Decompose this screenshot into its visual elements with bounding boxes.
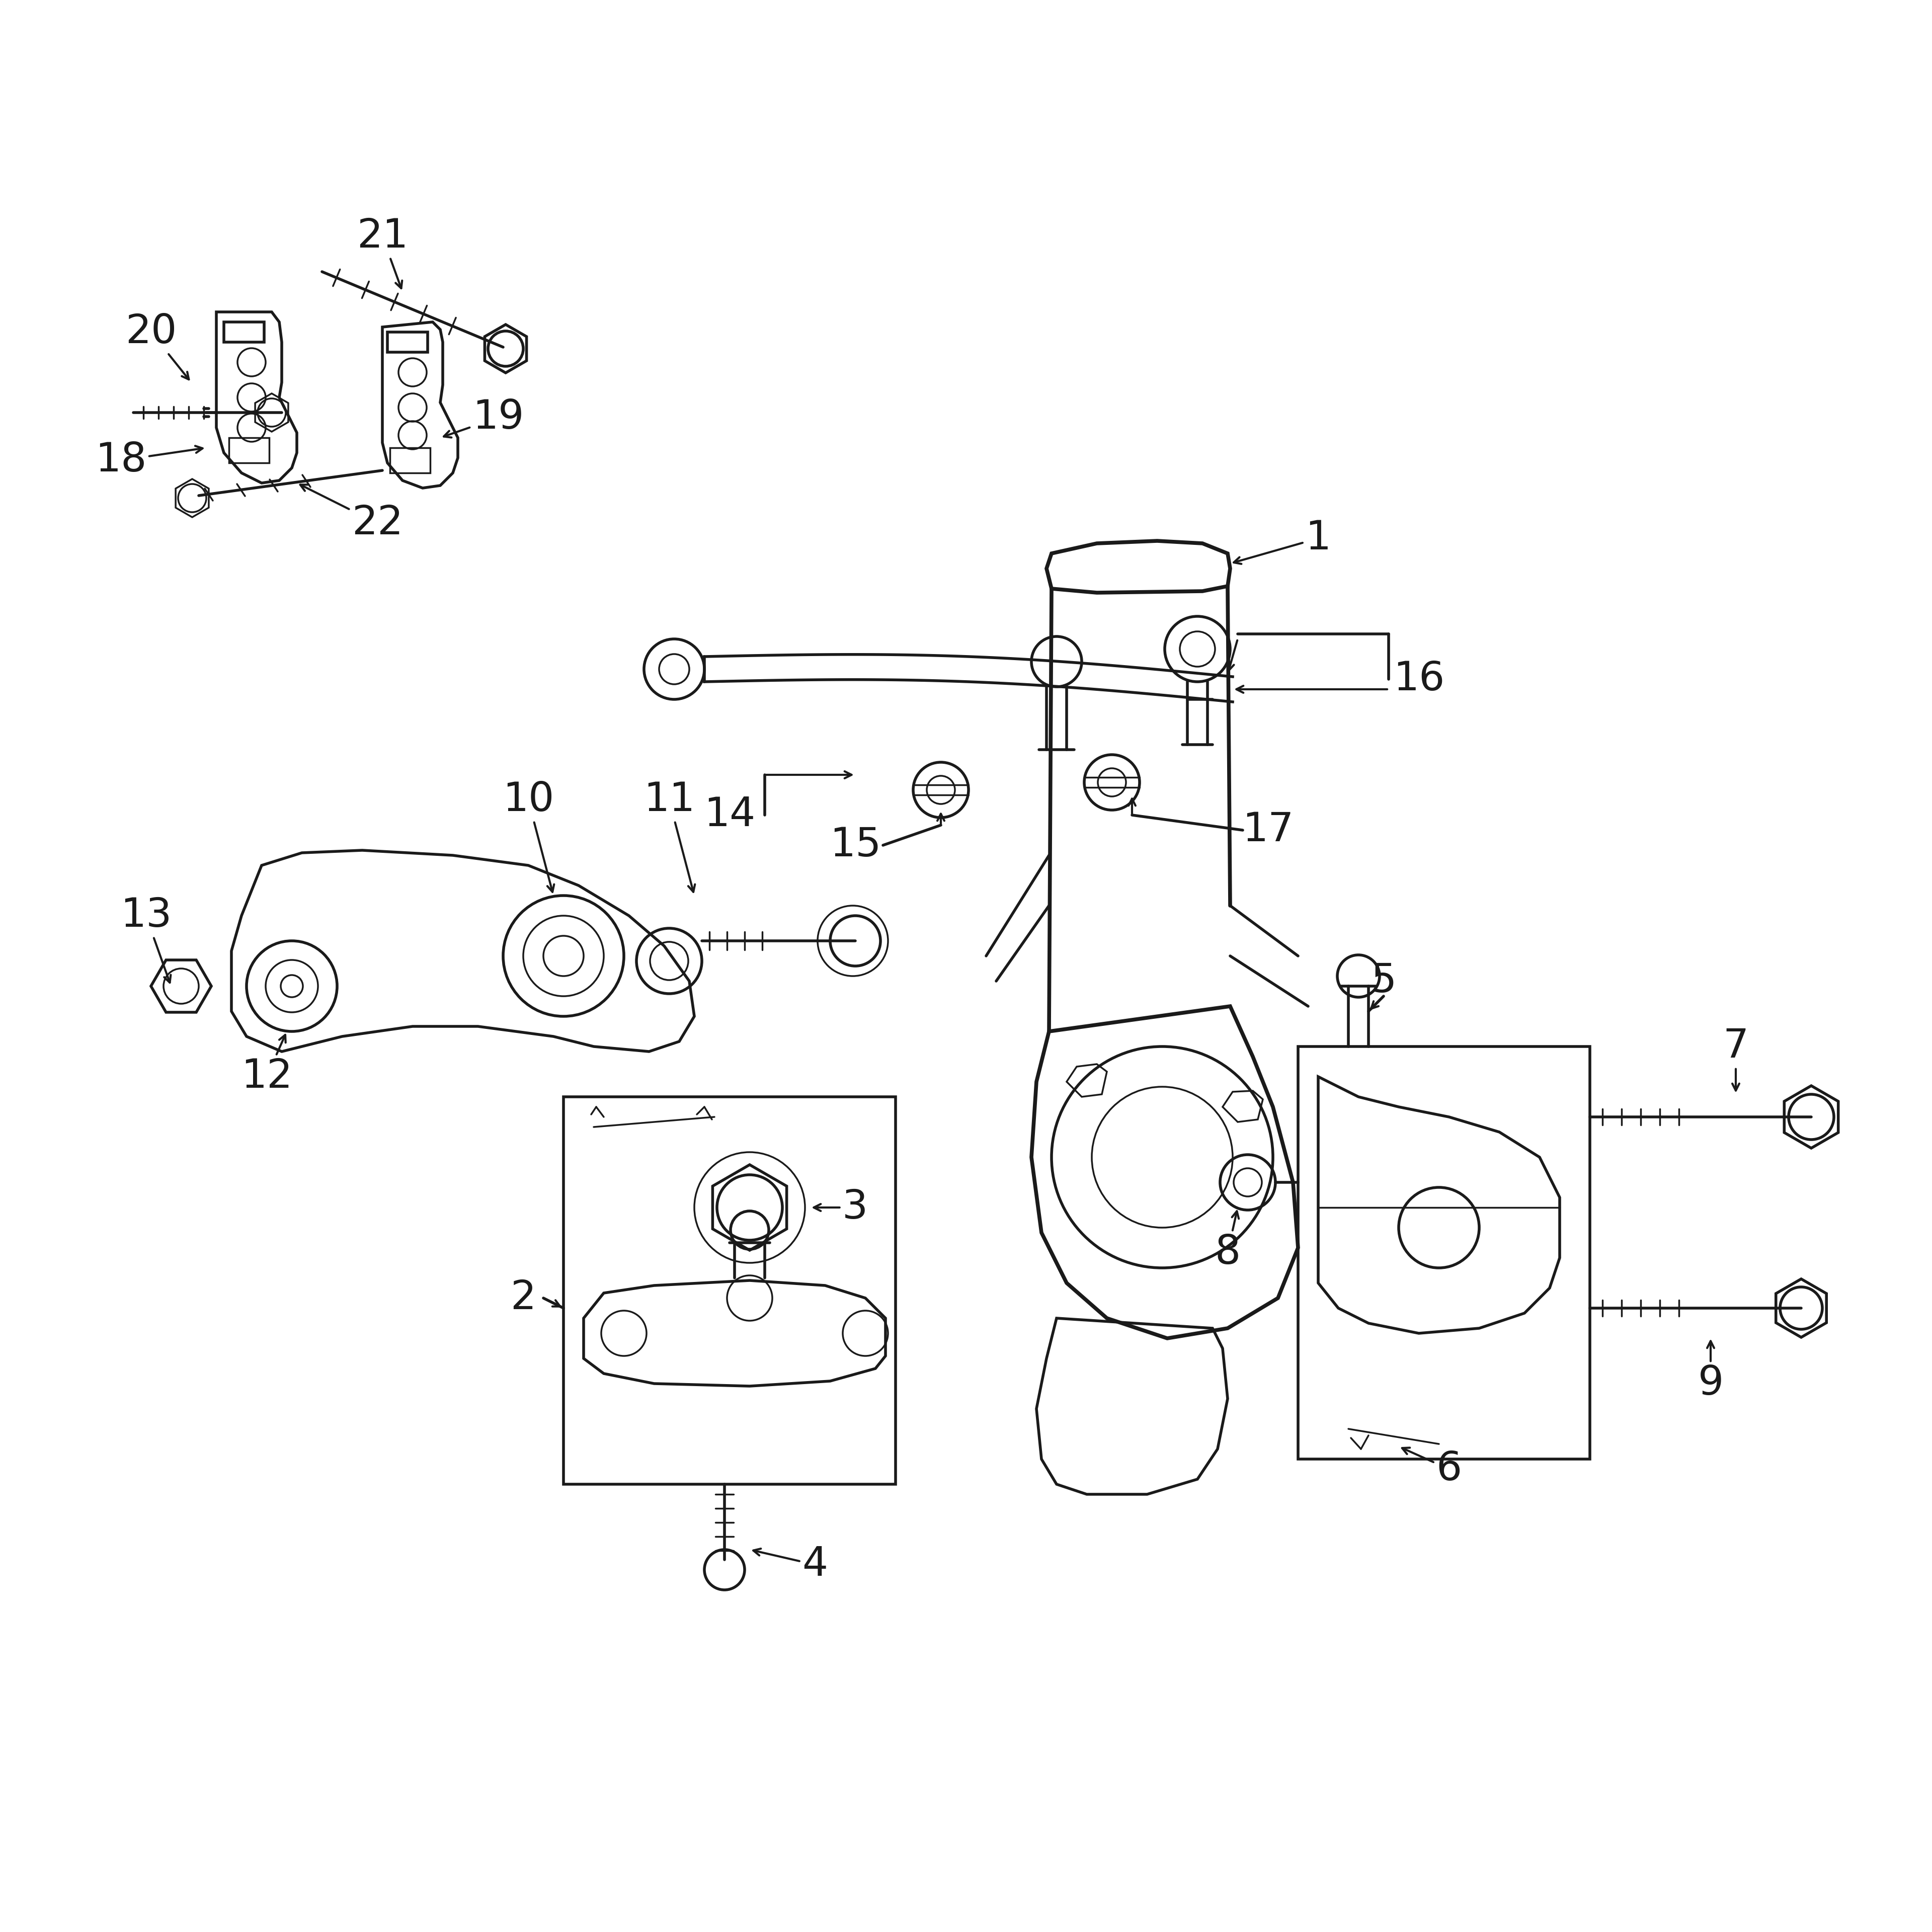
Text: 16: 16 — [1393, 659, 1445, 699]
Bar — [390, 448, 431, 473]
Text: 8: 8 — [1215, 1211, 1240, 1273]
Text: 20: 20 — [126, 313, 189, 379]
Text: 11: 11 — [643, 781, 696, 893]
Text: 4: 4 — [753, 1546, 829, 1584]
Text: 2: 2 — [510, 1279, 535, 1318]
Bar — [224, 323, 265, 342]
Text: 7: 7 — [1723, 1028, 1748, 1090]
Text: 14: 14 — [703, 796, 755, 835]
Bar — [1298, 1047, 1590, 1459]
Text: 19: 19 — [444, 398, 524, 437]
Text: 15: 15 — [829, 825, 881, 866]
Text: 13: 13 — [120, 896, 172, 983]
Text: 9: 9 — [1698, 1341, 1723, 1403]
Text: 21: 21 — [357, 216, 408, 288]
Bar — [388, 332, 427, 352]
Text: 10: 10 — [502, 781, 554, 893]
Text: 1: 1 — [1235, 518, 1331, 564]
Text: 17: 17 — [1242, 811, 1294, 850]
Text: 18: 18 — [95, 440, 203, 479]
Text: 6: 6 — [1403, 1447, 1463, 1490]
Text: 12: 12 — [242, 1036, 292, 1095]
Text: 3: 3 — [813, 1188, 867, 1227]
Text: 22: 22 — [299, 485, 404, 543]
Bar — [564, 1097, 896, 1484]
Text: 5: 5 — [1370, 962, 1397, 1001]
Bar — [228, 439, 269, 464]
